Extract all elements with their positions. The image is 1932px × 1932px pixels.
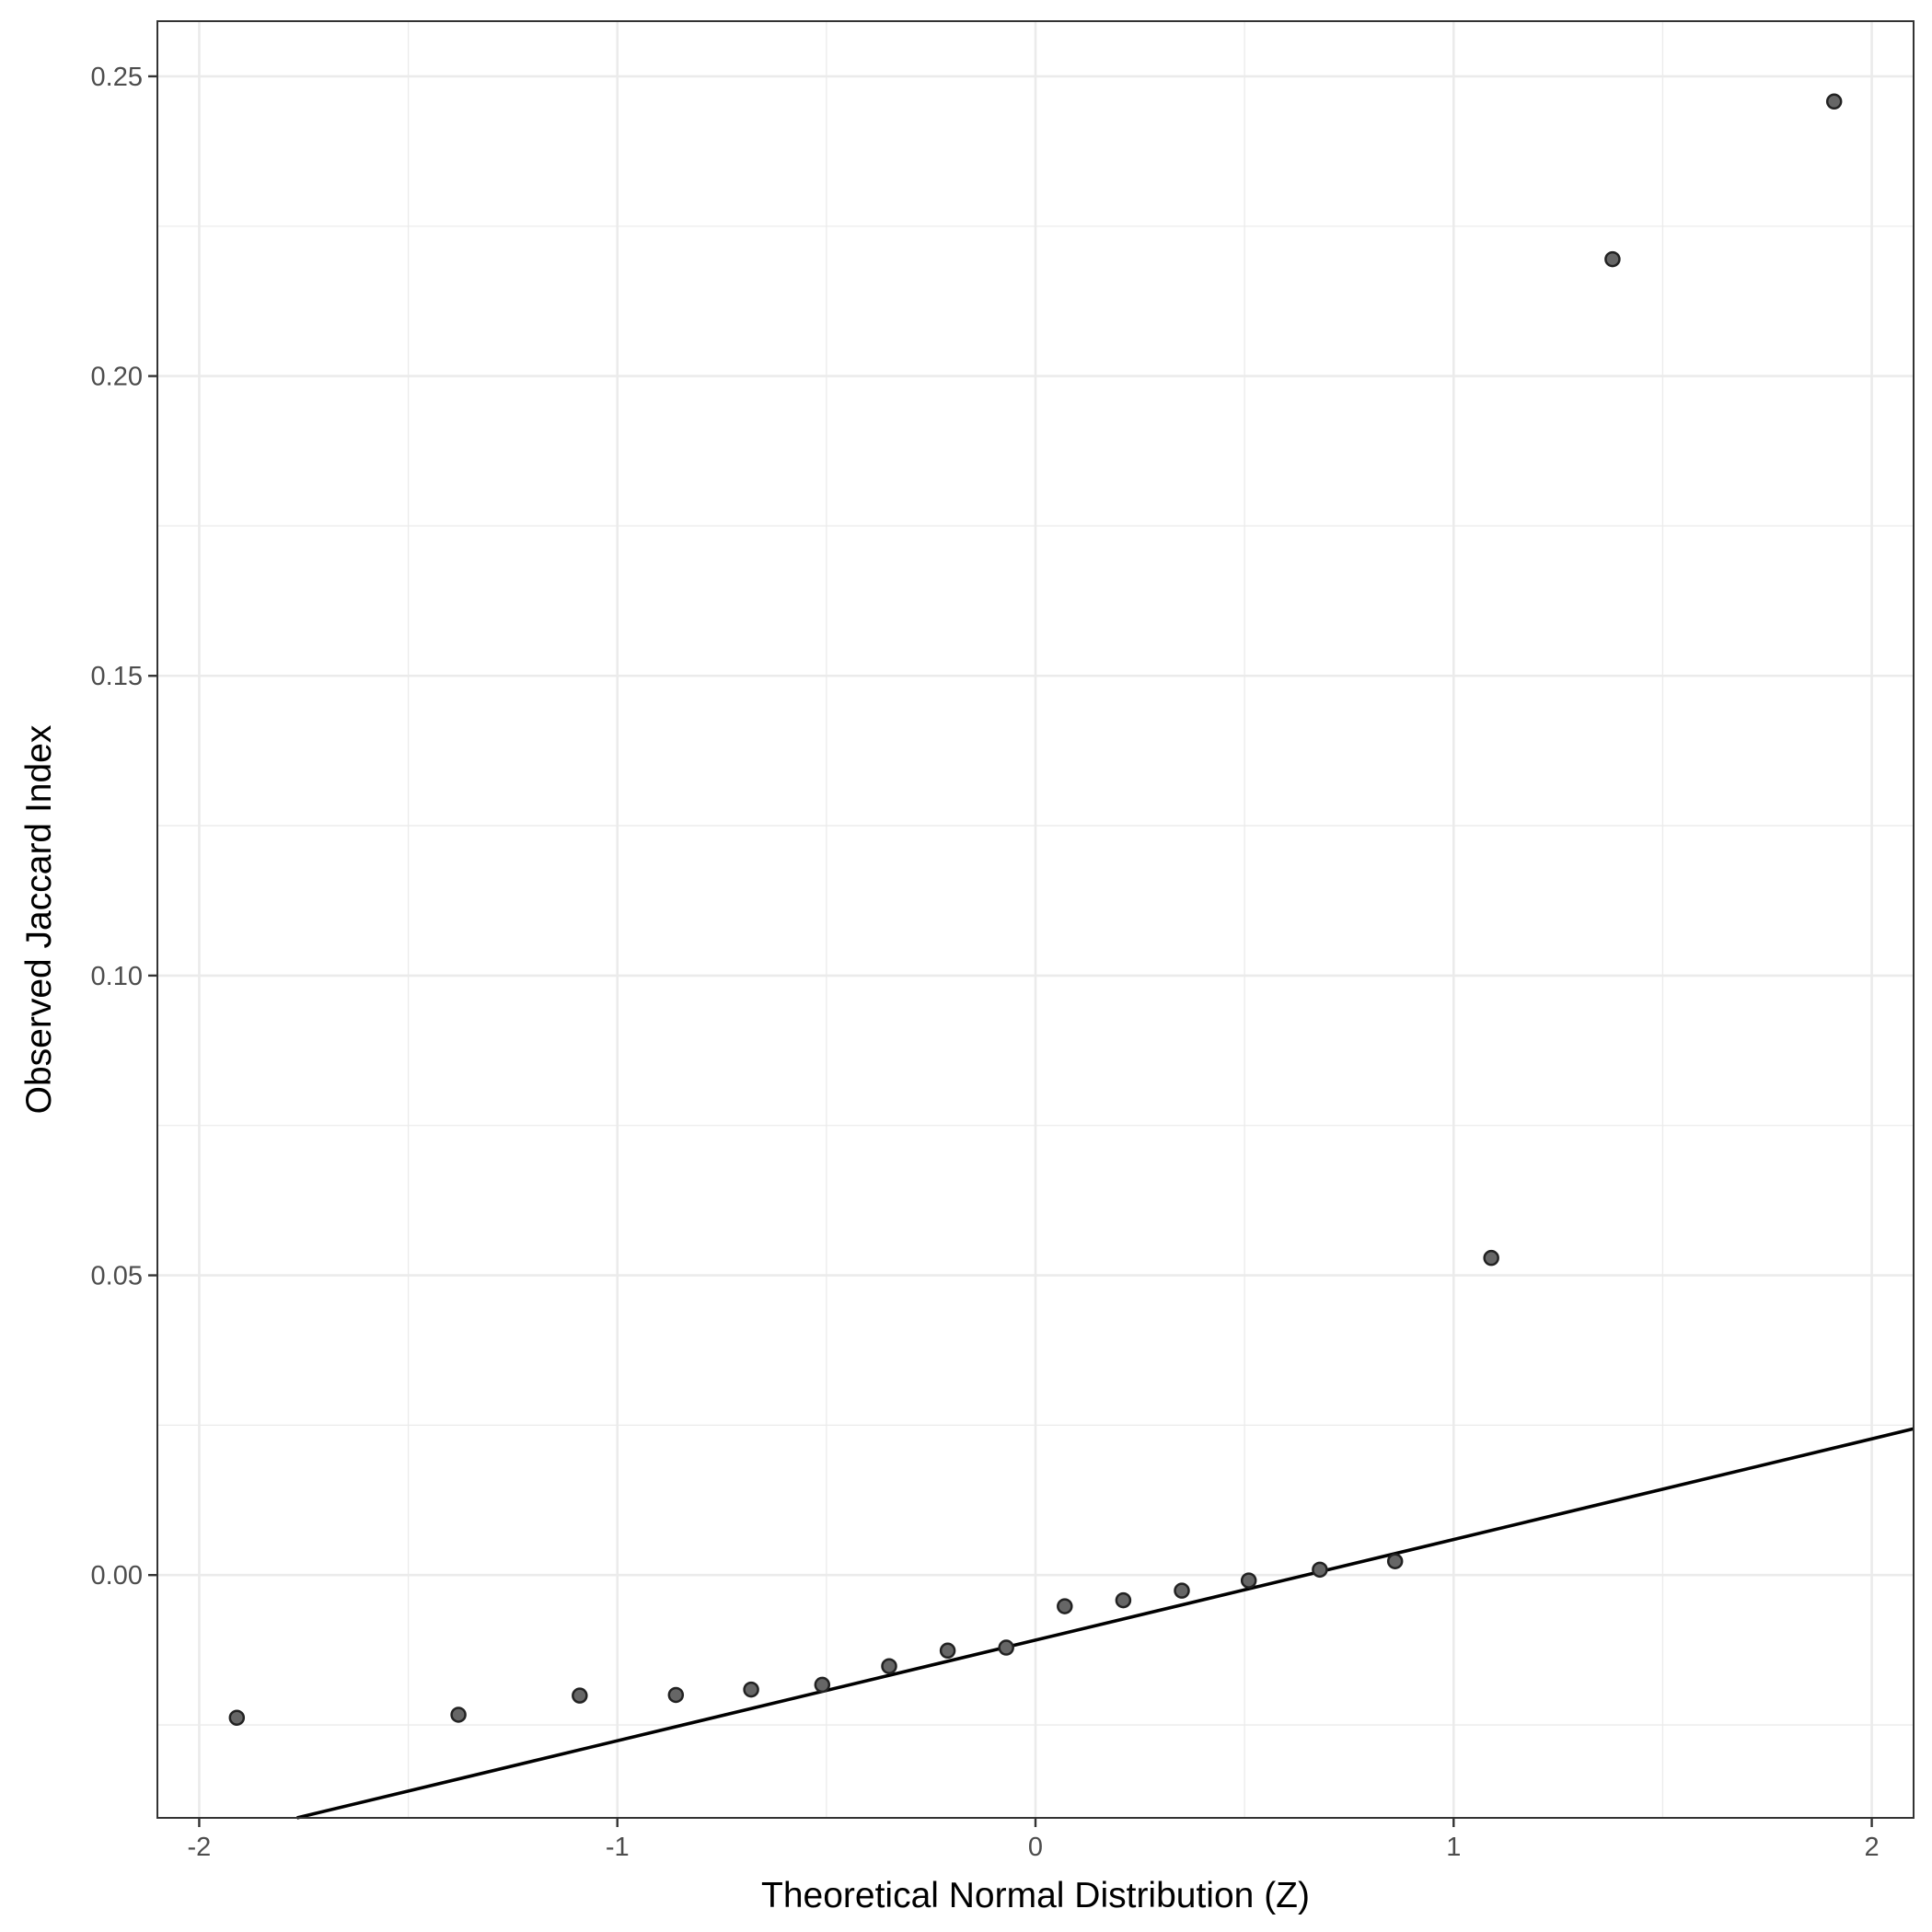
data-point <box>1604 250 1621 268</box>
x-tick-label: 0 <box>1028 1833 1043 1862</box>
data-point <box>450 1706 467 1723</box>
data-point <box>1386 1553 1404 1569</box>
x-tick-label: 2 <box>1865 1833 1880 1862</box>
data-point <box>228 1709 246 1726</box>
y-tick-label: 0.15 <box>91 662 143 691</box>
data-point <box>814 1676 831 1694</box>
data-point <box>1825 93 1843 110</box>
reference-line-layer <box>296 1427 1915 1820</box>
data-point <box>1240 1572 1257 1589</box>
x-axis-title: Theoretical Normal Distribution (Z) <box>761 1876 1310 1915</box>
data-point <box>939 1642 956 1660</box>
data-point <box>1483 1249 1499 1267</box>
y-tick-label: 0.10 <box>91 962 143 991</box>
data-point <box>743 1681 759 1698</box>
data-point <box>1312 1561 1328 1579</box>
data-point <box>572 1687 588 1704</box>
data-point <box>881 1658 897 1674</box>
y-axis-title: Observed Jaccard Index <box>19 724 59 1114</box>
data-point <box>998 1639 1014 1656</box>
axis-ticks: -2 -1 0 1 2 0.00 0.05 0.10 0.15 0.20 0.25 <box>91 63 1880 1862</box>
x-tick-label: -1 <box>606 1833 630 1862</box>
y-tick-label: 0.25 <box>91 63 143 92</box>
y-tick-label: 0.20 <box>91 363 143 392</box>
y-tick-label: 0.00 <box>91 1561 143 1591</box>
data-point <box>667 1686 685 1704</box>
data-point <box>1115 1591 1132 1609</box>
data-points <box>228 93 1843 1726</box>
x-tick-label: 1 <box>1446 1833 1461 1862</box>
major-gridlines <box>157 21 1914 1818</box>
data-point <box>1057 1598 1073 1614</box>
y-tick-label: 0.05 <box>91 1262 143 1291</box>
qq-reference-line <box>296 1427 1915 1820</box>
x-tick-label: -2 <box>188 1833 212 1862</box>
data-point <box>1174 1582 1190 1599</box>
